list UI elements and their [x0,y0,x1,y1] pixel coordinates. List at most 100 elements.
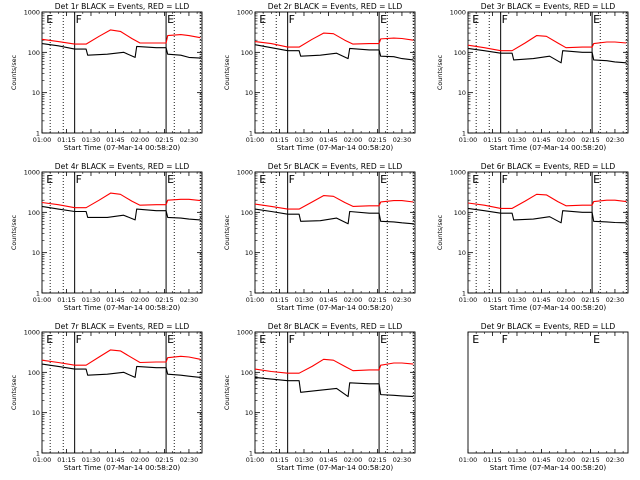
x-tick-label: 01:15 [270,136,288,144]
y-tick-label: 1 [462,130,466,138]
y-axis-label: Counts/sec [223,374,231,410]
y-tick-label: 10 [458,89,466,97]
x-tick-label: 02:00 [344,296,362,304]
marker-label: F [502,13,508,26]
series-line-lld [41,29,201,45]
y-tick-label: 100 [241,49,253,57]
x-tick-label: 01:00 [33,136,51,144]
x-tick-label: 01:45 [319,136,337,144]
x-tick-label: 02:00 [557,296,575,304]
x-tick-label: 02:15 [368,296,386,304]
y-tick-label: 1 [36,290,40,298]
chart-title: Det 8r BLACK = Events, RED = LLD [268,322,403,331]
plot-frame [41,11,203,134]
chart-title: Det 7r BLACK = Events, RED = LLD [55,322,190,331]
marker-label: E [259,173,266,186]
series-line-events [254,208,414,225]
x-tick-label: 01:15 [57,136,75,144]
y-tick-label: 100 [454,209,466,217]
chart-title: Det 3r BLACK = Events, RED = LLD [481,2,616,11]
y-tick-label: 10 [32,249,40,257]
x-axis-label: Start Time (07-Mar-14 00:58:20) [64,303,181,312]
marker-label: F [502,333,508,346]
series-line-lld [254,195,414,210]
y-tick-label: 100 [28,49,40,57]
x-tick-label: 01:30 [82,136,100,144]
x-tick-label: 01:45 [319,296,337,304]
x-tick-label: 01:15 [483,136,501,144]
chart-panel: Det 6r BLACK = Events, RED = LLD 01:00 01:… [436,162,629,312]
y-tick-label: 100 [28,369,40,377]
marker-label: E [167,173,174,186]
chart-title: Det 9r BLACK = Events, RED = LLD [481,322,616,331]
x-tick-label: 01:45 [532,296,550,304]
marker-label: E [46,333,53,346]
y-tick-label: 1000 [237,9,253,17]
plot-frame [254,171,416,294]
y-axis-label: Counts/sec [436,54,444,90]
marker-label: E [593,173,600,186]
series-line-lld [254,32,414,48]
y-tick-label: 10 [32,89,40,97]
x-tick-label: 01:00 [246,456,264,464]
plot-frame [41,171,203,294]
x-tick-label: 02:30 [606,296,624,304]
x-tick-label: 02:00 [344,456,362,464]
plot-frame [467,171,629,294]
x-tick-label: 02:15 [155,136,173,144]
series-line-events [254,44,414,61]
y-tick-label: 100 [241,209,253,217]
series-line-events [41,205,201,221]
x-tick-label: 01:30 [82,456,100,464]
plot-frame [254,331,416,454]
y-tick-label: 1000 [450,9,466,17]
y-tick-label: 10 [458,249,466,257]
chart-panel: Det 9r BLACK = Events, RED = LLD 01:00 01:… [459,322,629,472]
x-tick-label: 02:30 [180,136,198,144]
series-line-lld [41,192,201,209]
chart-title: Det 5r BLACK = Events, RED = LLD [268,162,403,171]
chart-panel: Det 5r BLACK = Events, RED = LLD 01:00 01:… [223,162,416,312]
marker-label: E [167,13,174,26]
y-tick-label: 100 [28,209,40,217]
x-axis-label: Start Time (07-Mar-14 00:58:20) [277,463,394,472]
marker-label: E [472,333,479,346]
x-tick-label: 01:00 [459,296,477,304]
x-tick-label: 01:15 [483,296,501,304]
marker-label: E [167,333,174,346]
chart-title: Det 2r BLACK = Events, RED = LLD [268,2,403,11]
x-tick-label: 01:45 [106,296,124,304]
y-tick-label: 1 [249,130,253,138]
y-tick-label: 1000 [24,169,40,177]
x-tick-label: 02:30 [393,136,411,144]
x-tick-label: 01:00 [459,136,477,144]
x-tick-label: 02:15 [581,456,599,464]
series-line-events [467,207,627,224]
series-line-lld [467,193,627,209]
x-tick-label: 02:30 [180,296,198,304]
x-tick-label: 01:15 [57,456,75,464]
y-tick-label: 1000 [237,169,253,177]
marker-label: E [46,173,53,186]
x-axis-label: Start Time (07-Mar-14 00:58:20) [277,303,394,312]
x-tick-label: 01:30 [82,296,100,304]
marker-label: F [289,173,295,186]
y-axis-label: Counts/sec [10,214,18,250]
chart-title: Det 4r BLACK = Events, RED = LLD [55,162,190,171]
y-tick-label: 100 [241,369,253,377]
x-axis-label: Start Time (07-Mar-14 00:58:20) [64,143,181,152]
marker-label: E [380,173,387,186]
y-tick-label: 1 [249,450,253,458]
x-tick-label: 01:30 [508,296,526,304]
marker-label: F [289,333,295,346]
marker-label: E [259,13,266,26]
marker-label: E [593,13,600,26]
x-tick-label: 02:30 [393,456,411,464]
y-tick-label: 10 [245,409,253,417]
marker-label: E [380,13,387,26]
y-tick-label: 10 [245,249,253,257]
series-line-events [254,376,414,398]
chart-title: Det 1r BLACK = Events, RED = LLD [55,2,190,11]
chart-panel: Det 3r BLACK = Events, RED = LLD 01:00 01:… [436,2,629,152]
